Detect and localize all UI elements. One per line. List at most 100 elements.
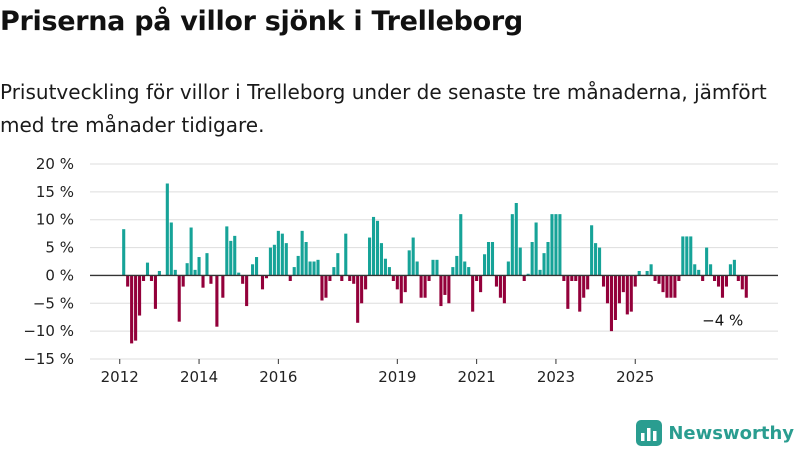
x-tick-label: 2021 xyxy=(458,368,496,386)
y-tick-label: 15 % xyxy=(36,183,74,201)
bar xyxy=(268,247,272,276)
bar xyxy=(237,272,241,276)
bar xyxy=(435,259,439,276)
x-tick-label: 2023 xyxy=(537,368,575,386)
bar xyxy=(459,214,463,276)
bar xyxy=(316,259,320,276)
y-tick-label: 5 % xyxy=(45,239,74,257)
brand-name: Newsworthy xyxy=(668,422,794,444)
gridlines xyxy=(90,163,778,360)
bar xyxy=(153,275,157,309)
bar xyxy=(657,275,661,284)
bar xyxy=(546,242,550,276)
bar xyxy=(586,275,590,290)
bar xyxy=(157,270,161,276)
bar xyxy=(403,275,407,293)
bar xyxy=(197,257,201,276)
bar xyxy=(613,275,617,320)
bar xyxy=(637,270,641,276)
bar xyxy=(582,275,586,298)
bar xyxy=(260,275,265,290)
bar xyxy=(320,275,324,301)
bar xyxy=(661,275,665,293)
bar xyxy=(681,236,685,276)
bar xyxy=(669,275,673,298)
bar xyxy=(122,229,126,276)
bar xyxy=(502,275,506,304)
bar xyxy=(601,275,606,287)
bar xyxy=(542,253,546,276)
bar xyxy=(300,230,304,276)
bar xyxy=(467,267,471,276)
bar xyxy=(292,267,296,276)
bar xyxy=(732,259,736,276)
bar xyxy=(387,267,391,276)
bar xyxy=(570,275,574,281)
bar xyxy=(713,275,717,281)
bar xyxy=(522,275,526,281)
bar xyxy=(605,275,610,304)
bar xyxy=(185,263,189,276)
bar xyxy=(241,275,245,284)
bar xyxy=(649,264,653,276)
bar xyxy=(744,275,748,298)
bar xyxy=(419,275,423,298)
bar xyxy=(709,264,713,276)
bar xyxy=(578,275,582,312)
x-tick-label: 2025 xyxy=(616,368,654,386)
x-tick-label: 2014 xyxy=(180,368,218,386)
bar xyxy=(530,242,534,276)
bar xyxy=(288,275,292,281)
bar xyxy=(371,216,376,276)
bar xyxy=(490,242,495,276)
bar xyxy=(312,261,316,276)
bar xyxy=(336,253,340,276)
bar xyxy=(665,275,669,298)
bar xyxy=(617,275,621,304)
bar xyxy=(443,275,447,295)
bar xyxy=(304,242,308,276)
bar xyxy=(677,275,681,281)
bar xyxy=(594,243,598,276)
bar xyxy=(621,275,625,293)
bar xyxy=(296,255,300,276)
bar xyxy=(344,233,348,276)
bar xyxy=(415,261,419,276)
bar xyxy=(324,275,328,298)
bar xyxy=(538,269,542,276)
bar xyxy=(272,244,276,276)
bar xyxy=(562,275,566,281)
bar xyxy=(705,247,709,276)
bar xyxy=(431,259,435,276)
bar xyxy=(526,273,530,276)
bar xyxy=(701,275,705,281)
bar xyxy=(264,275,269,279)
bar xyxy=(340,275,344,281)
x-tick-label: 2019 xyxy=(378,368,416,386)
bar xyxy=(590,225,594,276)
bar xyxy=(251,264,255,276)
bar xyxy=(348,275,352,281)
bar xyxy=(276,230,280,276)
bar xyxy=(653,275,657,281)
bar xyxy=(138,275,142,316)
bar xyxy=(284,243,288,276)
bar-chart-logo-icon xyxy=(636,420,663,446)
bar xyxy=(558,214,562,276)
bar xyxy=(566,275,570,309)
bar xyxy=(145,262,150,276)
bar xyxy=(368,237,372,276)
bar xyxy=(245,275,249,307)
bar xyxy=(447,275,451,304)
bar xyxy=(736,275,740,281)
bar xyxy=(697,269,701,276)
bar xyxy=(550,214,554,276)
bar xyxy=(375,220,380,276)
y-tick-label: 10 % xyxy=(36,211,74,229)
bar xyxy=(554,214,558,276)
bar xyxy=(173,269,177,276)
bar xyxy=(724,275,728,287)
bar xyxy=(391,275,395,281)
bar xyxy=(498,275,502,298)
bar xyxy=(364,275,368,290)
